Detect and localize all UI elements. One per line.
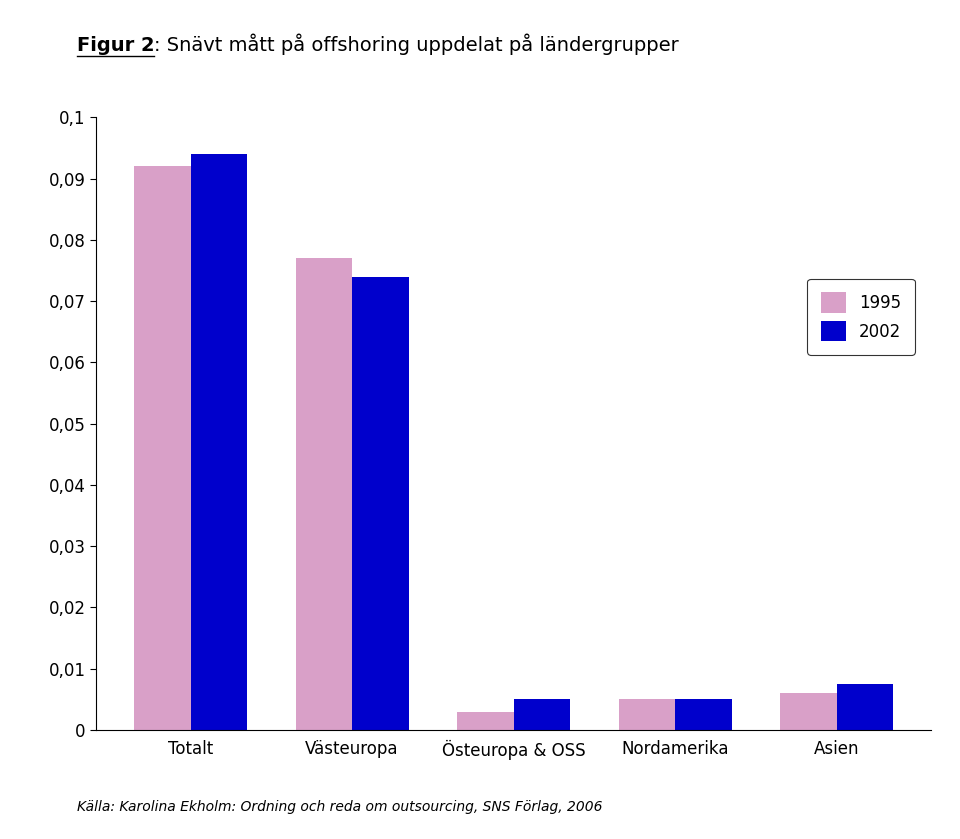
Text: Figur 2: Figur 2 — [77, 35, 155, 55]
Bar — [457, 711, 514, 730]
Text: : Snävt mått på offshoring uppdelat på ländergrupper: : Snävt mått på offshoring uppdelat på l… — [155, 33, 679, 55]
Bar — [134, 166, 190, 730]
Bar — [618, 700, 675, 730]
Bar — [514, 700, 570, 730]
Legend: 1995, 2002: 1995, 2002 — [807, 279, 915, 355]
Bar — [352, 277, 409, 730]
Bar — [296, 258, 352, 730]
Bar — [675, 700, 732, 730]
Bar — [190, 154, 247, 730]
Bar — [837, 684, 893, 730]
Bar — [780, 693, 837, 730]
Text: Källa: Karolina Ekholm: Ordning och reda om outsourcing, SNS Förlag, 2006: Källa: Karolina Ekholm: Ordning och reda… — [77, 800, 602, 814]
